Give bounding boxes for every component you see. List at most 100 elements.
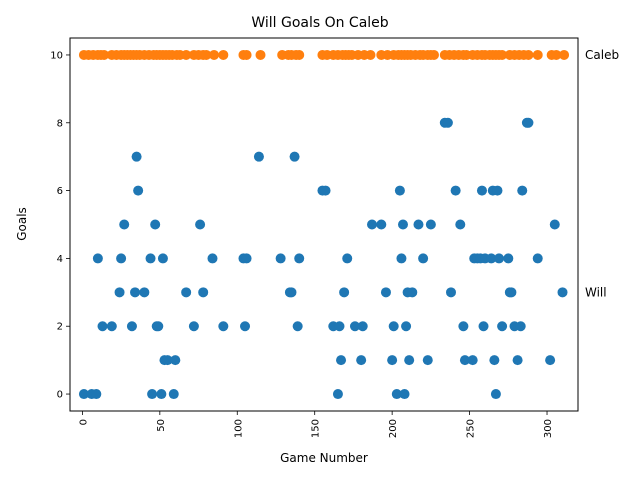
x-axis: 0 50 100 150 200 250 300 — [78, 411, 554, 438]
series-end-labels: Caleb Will — [585, 48, 619, 299]
y-axis-label: Goals — [15, 207, 29, 241]
will-point — [557, 287, 568, 298]
will-point — [494, 253, 505, 264]
will-point — [126, 321, 137, 332]
will-point — [532, 253, 543, 264]
will-point — [170, 355, 181, 366]
will-point — [418, 253, 429, 264]
will-point — [549, 219, 560, 230]
y-tick-label: 8 — [57, 118, 63, 129]
will-point — [294, 253, 305, 264]
will-point — [114, 287, 125, 298]
will-point — [367, 219, 378, 230]
x-tick-label: 300 — [543, 419, 554, 438]
will-point — [490, 389, 501, 400]
will-point — [422, 355, 433, 366]
will-point — [198, 287, 209, 298]
will-point — [404, 355, 415, 366]
will-point — [241, 253, 252, 264]
will-point — [147, 389, 158, 400]
will-point — [407, 287, 418, 298]
caleb-point — [99, 49, 110, 60]
y-tick-label: 2 — [57, 322, 63, 333]
caleb-point — [523, 49, 534, 60]
will-point — [523, 117, 534, 128]
will-point — [545, 355, 556, 366]
will-point — [342, 253, 353, 264]
will-point — [515, 321, 526, 332]
will-point — [391, 389, 402, 400]
y-tick-label: 10 — [50, 50, 63, 61]
will-point — [459, 355, 470, 366]
caleb-point — [559, 49, 570, 60]
will-point — [78, 389, 89, 400]
caleb-point — [551, 49, 562, 60]
caleb-point — [241, 49, 252, 60]
will-point — [218, 321, 229, 332]
caleb-point — [255, 49, 266, 60]
x-tick-label: 250 — [466, 419, 477, 438]
will-point — [425, 219, 436, 230]
caleb-point — [532, 49, 543, 60]
will-point — [458, 321, 469, 332]
will-point — [153, 321, 164, 332]
series-end-label: Will — [585, 285, 607, 299]
x-tick-label: 200 — [388, 419, 399, 438]
will-point — [139, 287, 150, 298]
will-point — [275, 253, 286, 264]
will-point — [349, 321, 360, 332]
will-point — [253, 151, 264, 162]
will-point — [292, 321, 303, 332]
will-point — [336, 355, 347, 366]
will-point — [150, 219, 161, 230]
will-point — [387, 355, 398, 366]
will-point — [162, 355, 173, 366]
will-point — [91, 389, 102, 400]
will-point — [339, 287, 350, 298]
will-point — [116, 253, 127, 264]
will-point — [492, 185, 503, 196]
series-end-label: Caleb — [585, 48, 619, 62]
will-point — [396, 253, 407, 264]
will-point — [489, 355, 500, 366]
will-point — [156, 389, 167, 400]
will-point — [97, 321, 108, 332]
y-tick-label: 4 — [57, 254, 63, 265]
will-point — [119, 219, 130, 230]
will-point — [334, 321, 345, 332]
y-axis: 0 2 4 6 8 10 — [50, 50, 70, 401]
caleb-point — [209, 49, 220, 60]
will-point — [503, 253, 514, 264]
will-point — [130, 287, 141, 298]
points-layer — [78, 49, 570, 400]
x-tick-label: 0 — [78, 419, 89, 425]
caleb-point — [497, 49, 508, 60]
will-point — [397, 219, 408, 230]
x-axis-label: Game Number — [280, 451, 368, 465]
will-point — [455, 219, 466, 230]
will-point — [497, 321, 508, 332]
caleb-point — [294, 49, 305, 60]
will-point — [413, 219, 424, 230]
will-point — [388, 321, 399, 332]
will-point — [131, 151, 142, 162]
y-tick-label: 0 — [57, 390, 63, 401]
will-point — [145, 253, 156, 264]
will-point — [240, 321, 251, 332]
will-point — [195, 219, 206, 230]
will-point — [512, 355, 523, 366]
will-point — [401, 321, 412, 332]
plot-frame — [69, 37, 579, 412]
will-point — [168, 389, 179, 400]
will-point — [356, 355, 367, 366]
will-point — [446, 287, 456, 298]
caleb-point — [428, 49, 439, 60]
will-point — [476, 185, 487, 196]
will-point — [376, 219, 387, 230]
will-point — [442, 117, 453, 128]
chart-title: Will Goals On Caleb — [251, 15, 388, 31]
will-point — [289, 151, 300, 162]
will-point — [478, 321, 489, 332]
